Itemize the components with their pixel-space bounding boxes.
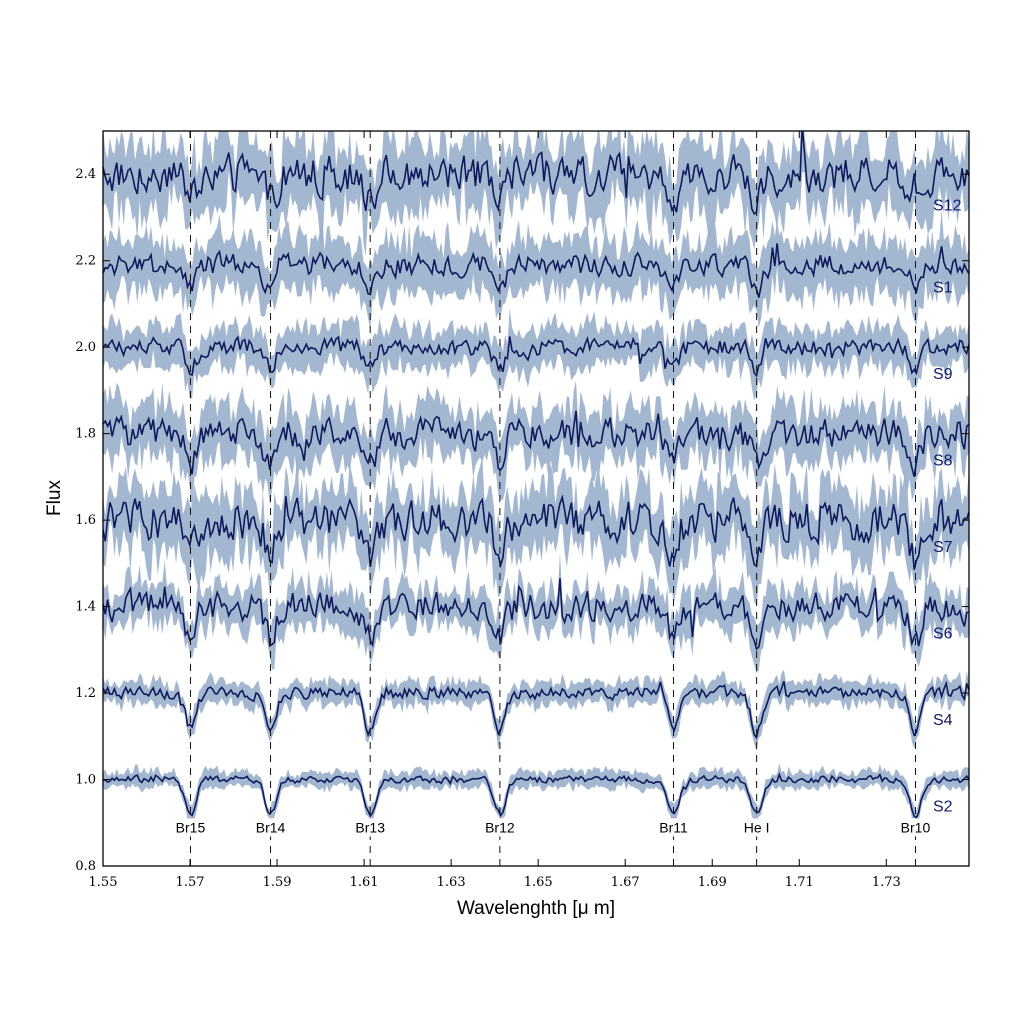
marker-label-br12: Br12: [485, 819, 515, 835]
y-tick-label: 0.8: [75, 859, 96, 874]
spectrum-line-s1: [103, 243, 969, 298]
y-tick-label: 2.4: [75, 167, 96, 182]
spectrum-line-s9: [103, 335, 969, 378]
error-band-s8: [103, 380, 969, 512]
y-tick-label: 1.0: [75, 773, 96, 788]
x-tick-label: 1.73: [872, 875, 901, 890]
marker-label-br10: Br10: [901, 819, 931, 835]
marker-label-bg: [250, 818, 291, 837]
series-label-s12: S12: [933, 198, 962, 215]
spectrum-line-s6: [103, 578, 969, 651]
error-band-s7: [103, 455, 969, 606]
x-tick-label: 1.65: [524, 875, 553, 890]
error-band-s4: [103, 669, 969, 752]
series-label-s8: S8: [933, 453, 953, 470]
error-band-s2: [103, 763, 969, 827]
spectrum-line-s2: [103, 772, 969, 819]
error-band-s12: [103, 131, 969, 257]
marker-label-br11: Br11: [659, 819, 688, 835]
x-tick-label: 1.71: [785, 875, 814, 890]
y-tick-label: 2.0: [75, 340, 96, 355]
series-label-s2: S2: [933, 798, 953, 815]
marker-label-bg: [170, 818, 211, 837]
marker-label-bg: [895, 818, 936, 837]
spectrum-line-s7: [103, 494, 969, 570]
marker-label-br13: Br13: [355, 819, 385, 835]
error-band-s1: [103, 209, 969, 332]
marker-label-bg: [653, 818, 694, 837]
y-tick-label: 1.4: [75, 600, 96, 615]
error-band-s9: [103, 308, 969, 401]
spectrum-line-s4: [103, 680, 969, 740]
plot-frame: [102, 130, 970, 867]
series-label-s7: S7: [933, 539, 953, 556]
x-axis-title: Wavelenghth [μ m]: [457, 898, 615, 919]
y-tick-label: 2.2: [75, 254, 96, 269]
series-label-s1: S1: [933, 280, 953, 297]
marker-label-bg: [479, 818, 520, 837]
x-tick-label: 1.69: [698, 875, 727, 890]
spectrum-line-s8: [103, 410, 969, 478]
series-label-s4: S4: [933, 712, 953, 729]
x-tick-label: 1.67: [611, 875, 640, 890]
x-tick-label: 1.55: [89, 875, 118, 890]
y-tick-label: 1.6: [75, 513, 96, 528]
x-tick-label: 1.59: [263, 875, 292, 890]
x-tick-label: 1.61: [350, 875, 379, 890]
marker-label-bg: [350, 818, 391, 837]
spectrum-line-s12: [103, 131, 969, 216]
marker-label-br14: Br14: [256, 819, 286, 835]
marker-label-br15: Br15: [176, 819, 206, 835]
error-band-s6: [103, 552, 969, 674]
marker-label-he-i: He I: [744, 819, 770, 835]
series-label-s9: S9: [933, 366, 953, 383]
y-axis-title: Flux: [44, 480, 65, 516]
x-tick-label: 1.63: [437, 875, 466, 890]
x-tick-label: 1.57: [176, 875, 205, 890]
y-tick-label: 1.2: [75, 686, 96, 701]
y-tick-label: 1.8: [75, 427, 96, 442]
marker-label-bg: [736, 818, 777, 837]
series-label-s6: S6: [933, 626, 953, 643]
